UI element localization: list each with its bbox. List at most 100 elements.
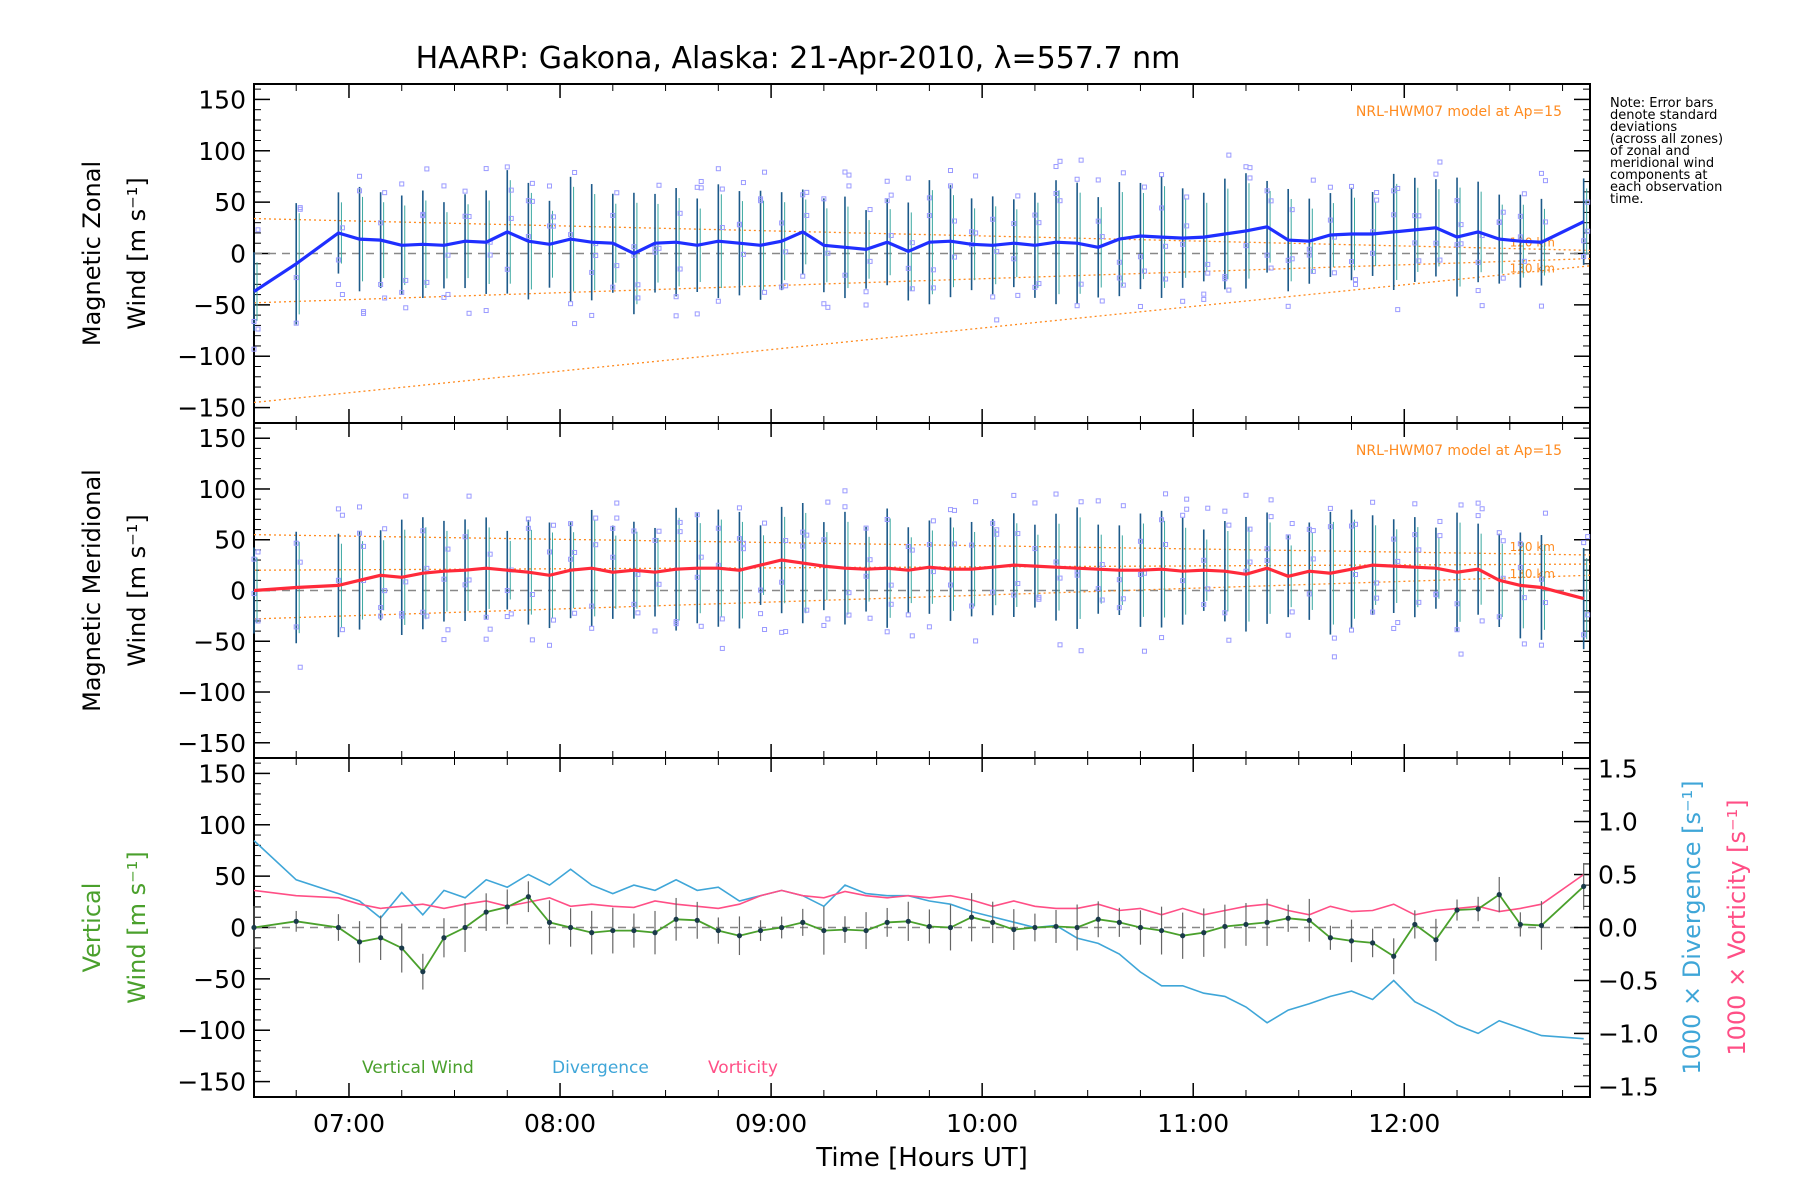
zone-marker	[466, 214, 472, 220]
zone-marker	[1374, 595, 1380, 601]
zone-marker	[1306, 252, 1312, 258]
zone-marker	[783, 538, 789, 544]
zone-marker	[1163, 276, 1169, 282]
zone-marker	[951, 507, 957, 513]
vertical-wind-point	[1412, 921, 1418, 928]
zone-marker	[1433, 240, 1439, 246]
zone-marker	[1141, 648, 1147, 654]
zone-marker	[508, 215, 514, 221]
zone-marker	[614, 190, 620, 196]
zone-marker	[1395, 620, 1401, 626]
zone-marker	[1391, 212, 1397, 218]
zone-marker	[951, 541, 957, 547]
y-tick-label: 50	[214, 188, 246, 217]
zone-marker	[909, 286, 915, 292]
zone-marker	[719, 225, 725, 231]
zone-marker	[550, 617, 556, 623]
zone-marker	[466, 310, 472, 316]
zone-marker	[610, 525, 616, 531]
zone-marker	[1310, 177, 1316, 183]
y-tick-label: 0	[230, 577, 246, 606]
zone-marker	[656, 581, 662, 587]
y2-tick-label: −0.5	[1598, 966, 1659, 995]
zone-marker	[339, 225, 345, 231]
vertical-wind-point	[1285, 915, 1291, 921]
zone-marker	[969, 603, 975, 609]
y-tick-label: 150	[198, 759, 246, 788]
zone-marker	[888, 232, 894, 238]
zone-marker	[1437, 257, 1443, 263]
vertical-wind-point	[1095, 916, 1101, 922]
zone-marker	[884, 516, 890, 522]
x-tick-label: 11:00	[1157, 1109, 1229, 1138]
zone-marker	[1099, 298, 1105, 304]
zone-marker	[888, 582, 894, 588]
zone-marker	[1078, 157, 1084, 163]
zone-marker	[1412, 532, 1418, 538]
zone-marker	[698, 623, 704, 629]
zone-marker	[1141, 268, 1147, 274]
note-line: denote standard	[1610, 108, 1717, 123]
zone-marker	[1226, 522, 1232, 528]
zone-marker	[550, 522, 556, 528]
zone-marker	[1327, 505, 1333, 511]
zone-marker	[1538, 642, 1544, 648]
zone-marker	[719, 186, 725, 192]
zone-marker	[1285, 632, 1291, 638]
zone-marker	[1585, 228, 1591, 234]
zone-marker	[821, 537, 827, 543]
zone-marker	[487, 551, 493, 557]
y-tick-label: −50	[193, 291, 246, 320]
y-axis-label: Magnetic Meridional	[78, 469, 106, 712]
zone-marker	[572, 610, 578, 616]
zone-marker	[694, 184, 700, 190]
zone-marker	[1454, 601, 1460, 607]
zone-marker	[909, 547, 915, 553]
vertical-wind-point	[1581, 883, 1587, 890]
zone-marker	[339, 627, 345, 633]
vertical-wind-point	[1180, 933, 1186, 939]
zone-marker	[800, 192, 806, 198]
y-tick-label: 150	[198, 424, 246, 453]
zone-marker	[1099, 597, 1105, 603]
x-tick-label: 07:00	[313, 1109, 385, 1138]
zone-marker	[445, 291, 451, 297]
zone-marker	[1412, 240, 1418, 246]
zone-marker	[1374, 190, 1380, 196]
zone-marker	[1159, 172, 1165, 178]
zone-marker	[1437, 533, 1443, 539]
y-tick-label: −50	[193, 627, 246, 656]
zone-marker	[1120, 170, 1126, 176]
zone-marker	[1310, 528, 1316, 534]
zone-marker	[1116, 577, 1122, 583]
zone-marker	[462, 534, 468, 540]
zone-marker	[614, 515, 620, 521]
zone-marker	[1416, 213, 1422, 219]
zone-marker	[631, 528, 637, 534]
zone-marker	[441, 183, 447, 189]
model-line	[253, 534, 1591, 556]
zone-marker	[631, 244, 637, 250]
zone-marker	[483, 308, 489, 314]
x-tick-label: 09:00	[735, 1109, 807, 1138]
zone-marker	[1120, 596, 1126, 602]
zone-marker	[779, 629, 785, 635]
zone-marker	[1095, 498, 1101, 504]
zone-marker	[1264, 546, 1270, 552]
zone-marker	[1184, 506, 1190, 512]
zone-marker	[867, 557, 873, 563]
zone-marker	[821, 301, 827, 307]
zone-marker	[1099, 562, 1105, 568]
x-tick-label: 12:00	[1368, 1109, 1440, 1138]
zone-marker	[635, 295, 641, 301]
zone-marker	[1437, 159, 1443, 165]
zone-marker	[1521, 641, 1527, 647]
zone-marker	[825, 616, 831, 622]
zone-marker	[1264, 188, 1270, 194]
zone-marker	[1458, 241, 1464, 247]
vertical-wind-point	[1475, 906, 1481, 912]
zone-marker	[1349, 259, 1355, 265]
zone-marker	[800, 543, 806, 549]
zone-marker	[951, 254, 957, 260]
zone-marker	[930, 569, 936, 575]
